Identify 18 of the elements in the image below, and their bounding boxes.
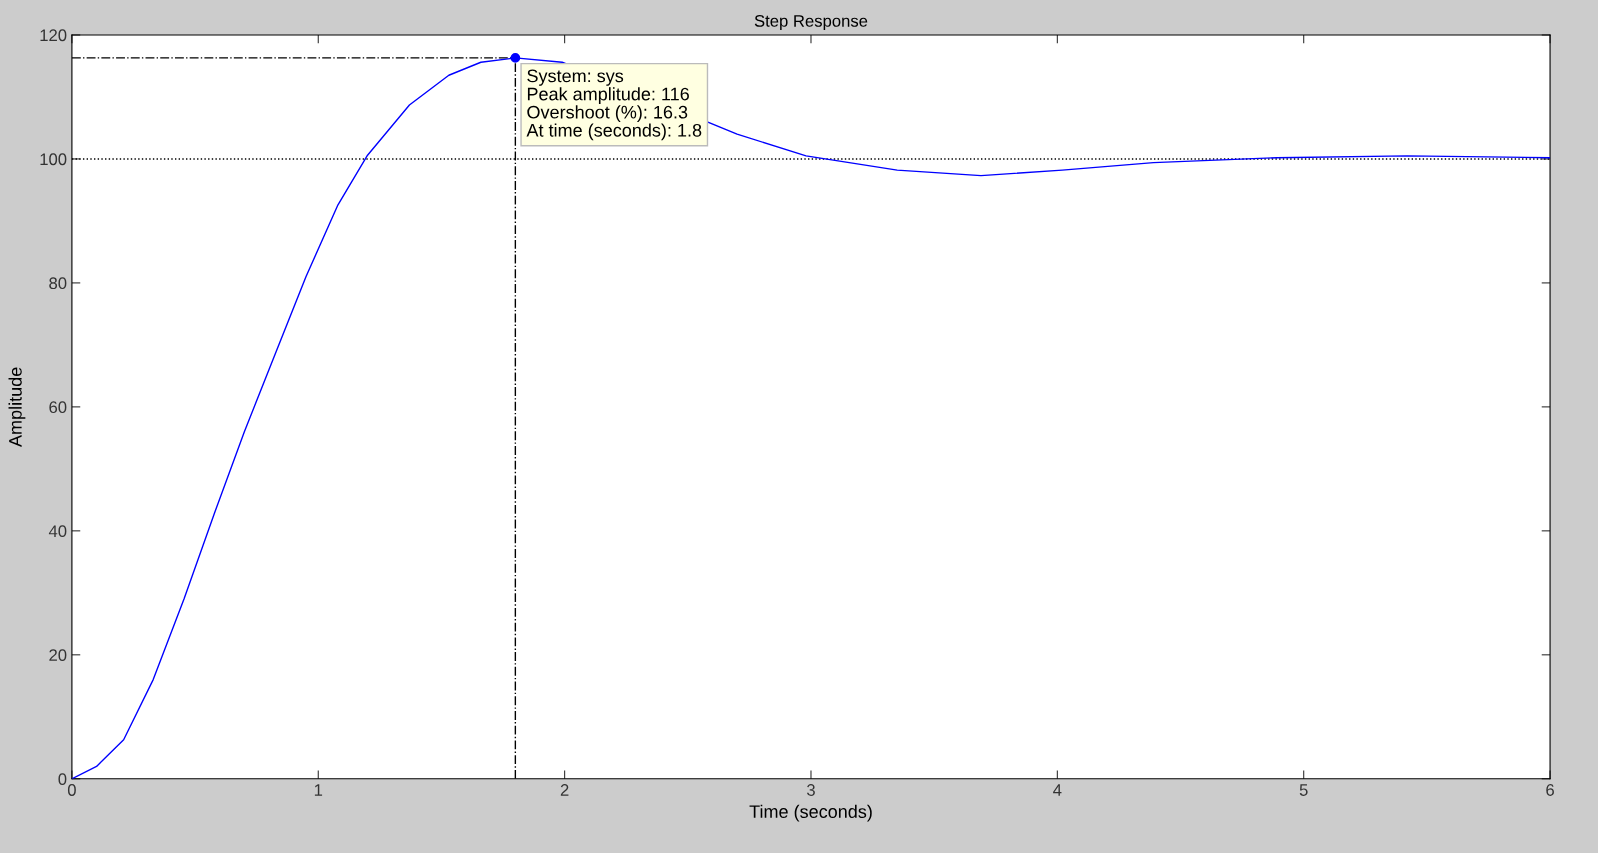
x-tick-label: 2 (560, 784, 569, 796)
x-tick-label: 0 (67, 784, 76, 796)
x-tick-label: 1 (314, 784, 323, 796)
x-tick-label: 3 (806, 784, 815, 796)
x-tick-label: 5 (1299, 784, 1308, 796)
x-tick-label: 4 (1053, 784, 1062, 796)
y-tick-label: 0 (58, 773, 67, 785)
x-axis-title: Time (seconds) (749, 804, 872, 822)
y-axis-title: Amplitude (8, 367, 26, 447)
y-tick-label: 40 (48, 525, 67, 538)
y-tick-label: 100 (40, 153, 67, 166)
y-tick-label: 80 (49, 277, 67, 290)
y-tick-label: 120 (40, 29, 67, 42)
annotation: System: sys Peak amplitude: 116 Overshoot (%): 16.3 At time (seconds): 1.8 (526, 69, 702, 141)
y-tick-label: 60 (49, 401, 67, 414)
chart-title: Step Response (754, 15, 868, 31)
x-tick-label: 6 (1546, 784, 1554, 796)
y-tick-label: 20 (49, 649, 67, 662)
